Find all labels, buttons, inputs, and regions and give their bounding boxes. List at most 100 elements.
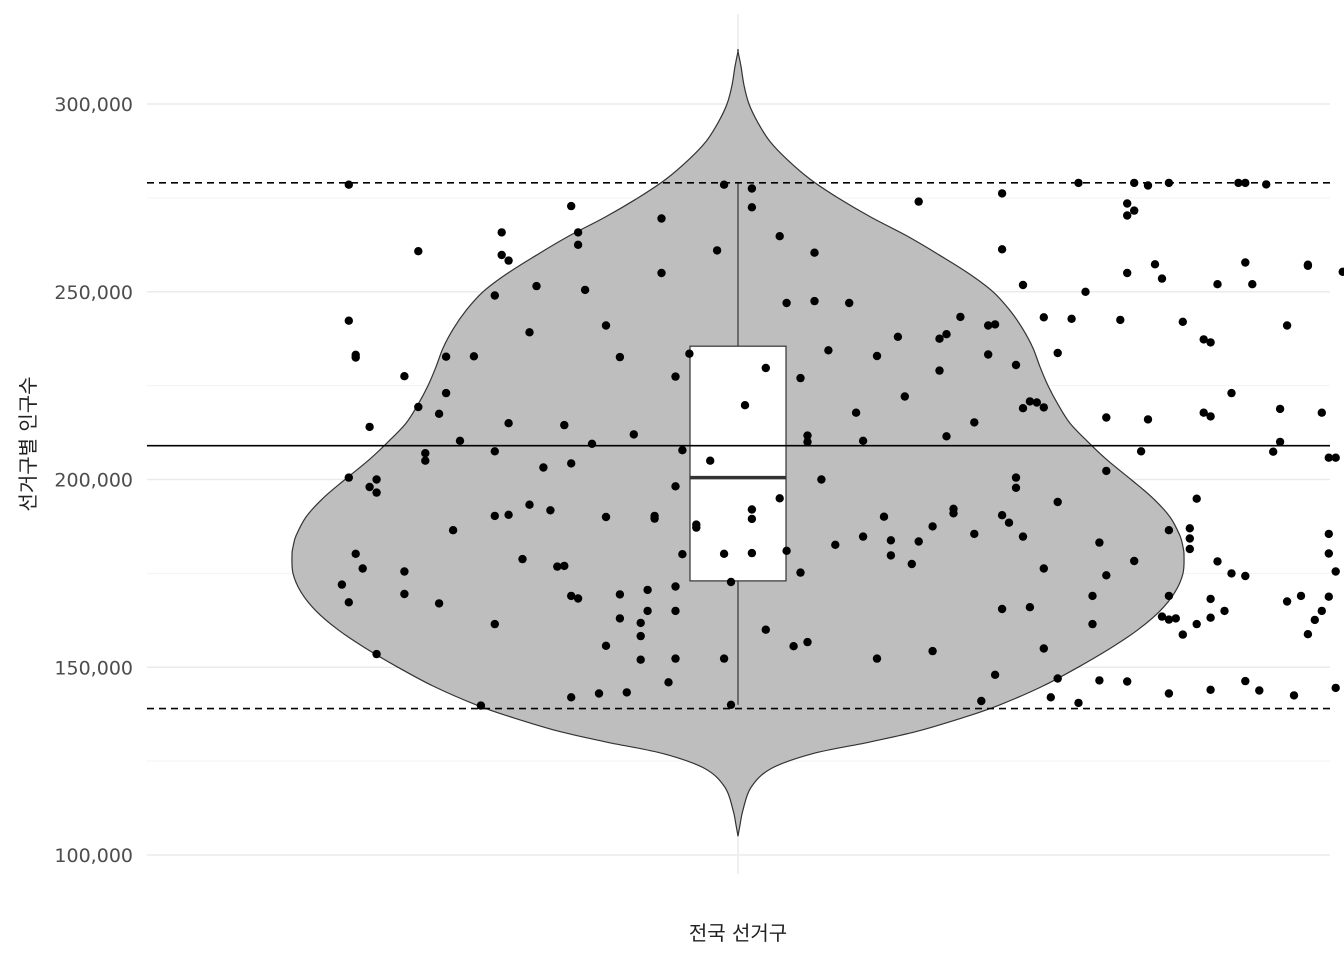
data-point bbox=[504, 419, 513, 428]
data-point bbox=[817, 475, 826, 484]
data-point bbox=[1123, 268, 1132, 278]
data-point bbox=[928, 646, 937, 656]
data-point bbox=[567, 201, 576, 211]
data-point bbox=[990, 320, 1000, 329]
data-point bbox=[1324, 529, 1334, 539]
data-point bbox=[601, 512, 611, 522]
iqr-box bbox=[689, 345, 787, 582]
points-layer bbox=[337, 178, 1344, 710]
y-tick-label: 250,000 bbox=[54, 282, 133, 304]
data-point bbox=[1018, 404, 1028, 413]
data-point bbox=[1282, 321, 1292, 330]
data-point bbox=[657, 268, 666, 278]
data-point bbox=[1164, 689, 1174, 698]
data-point bbox=[372, 649, 381, 659]
data-point bbox=[1018, 532, 1028, 541]
data-point bbox=[740, 401, 750, 410]
data-point bbox=[803, 637, 812, 647]
data-point bbox=[1004, 518, 1014, 527]
data-point bbox=[761, 625, 770, 634]
data-point bbox=[650, 514, 659, 523]
data-point bbox=[580, 285, 590, 295]
data-point bbox=[1102, 413, 1111, 422]
data-point bbox=[365, 482, 374, 492]
data-point bbox=[1275, 437, 1285, 447]
data-point bbox=[455, 436, 465, 445]
data-point bbox=[747, 514, 757, 524]
data-point bbox=[594, 689, 604, 698]
data-point bbox=[1102, 466, 1111, 476]
data-point bbox=[1039, 403, 1049, 412]
data-point bbox=[970, 418, 979, 427]
data-point bbox=[567, 591, 576, 601]
data-point bbox=[351, 549, 360, 558]
data-point bbox=[893, 332, 903, 341]
data-point bbox=[1136, 447, 1146, 456]
data-point bbox=[671, 606, 680, 616]
data-point bbox=[1095, 676, 1104, 685]
y-tick-label: 200,000 bbox=[54, 470, 133, 492]
data-point bbox=[845, 298, 854, 308]
data-point bbox=[504, 510, 513, 519]
data-point bbox=[1025, 397, 1035, 406]
data-point bbox=[1206, 594, 1215, 604]
data-point bbox=[469, 352, 479, 361]
data-point bbox=[1088, 591, 1097, 601]
data-point bbox=[441, 388, 451, 398]
data-point bbox=[789, 642, 798, 651]
data-point bbox=[858, 436, 868, 445]
data-point bbox=[1178, 317, 1188, 326]
data-point bbox=[434, 599, 444, 608]
data-point bbox=[1248, 280, 1257, 289]
data-point bbox=[942, 330, 951, 339]
data-point bbox=[726, 700, 736, 709]
data-point bbox=[1192, 494, 1201, 503]
data-point bbox=[636, 631, 645, 641]
data-point bbox=[400, 589, 409, 599]
data-point bbox=[678, 550, 687, 559]
data-point bbox=[560, 561, 569, 571]
data-point bbox=[1011, 483, 1021, 492]
data-point bbox=[1018, 280, 1028, 290]
data-point bbox=[782, 298, 791, 308]
data-point bbox=[643, 585, 652, 595]
data-point bbox=[372, 488, 381, 497]
data-point bbox=[1282, 597, 1292, 606]
data-point bbox=[337, 580, 347, 589]
data-point bbox=[886, 551, 896, 560]
data-point bbox=[1088, 619, 1097, 629]
data-point bbox=[949, 504, 958, 513]
data-point bbox=[942, 432, 951, 441]
data-point bbox=[553, 562, 562, 571]
data-point bbox=[1262, 180, 1271, 189]
data-point bbox=[872, 654, 882, 663]
data-point bbox=[824, 346, 833, 355]
data-point bbox=[434, 409, 444, 418]
data-point bbox=[636, 618, 645, 628]
data-point bbox=[615, 352, 625, 362]
data-point bbox=[775, 232, 784, 241]
data-point bbox=[914, 537, 923, 546]
data-point bbox=[344, 473, 353, 482]
data-point bbox=[907, 559, 916, 569]
data-point bbox=[1025, 603, 1035, 612]
data-point bbox=[525, 500, 534, 509]
data-point bbox=[490, 619, 499, 629]
data-point bbox=[351, 353, 360, 362]
data-point bbox=[1324, 592, 1334, 601]
data-point bbox=[1157, 274, 1167, 283]
data-point bbox=[1303, 630, 1313, 639]
data-point bbox=[532, 281, 541, 291]
data-point bbox=[476, 701, 486, 710]
data-point bbox=[984, 350, 993, 359]
data-point bbox=[1331, 567, 1340, 576]
data-point bbox=[990, 670, 1000, 679]
data-point bbox=[1241, 258, 1250, 267]
data-point bbox=[747, 548, 757, 558]
data-point bbox=[872, 351, 882, 361]
data-point bbox=[1143, 415, 1153, 424]
data-point bbox=[421, 449, 430, 458]
data-point bbox=[858, 532, 868, 541]
data-point bbox=[490, 447, 499, 456]
